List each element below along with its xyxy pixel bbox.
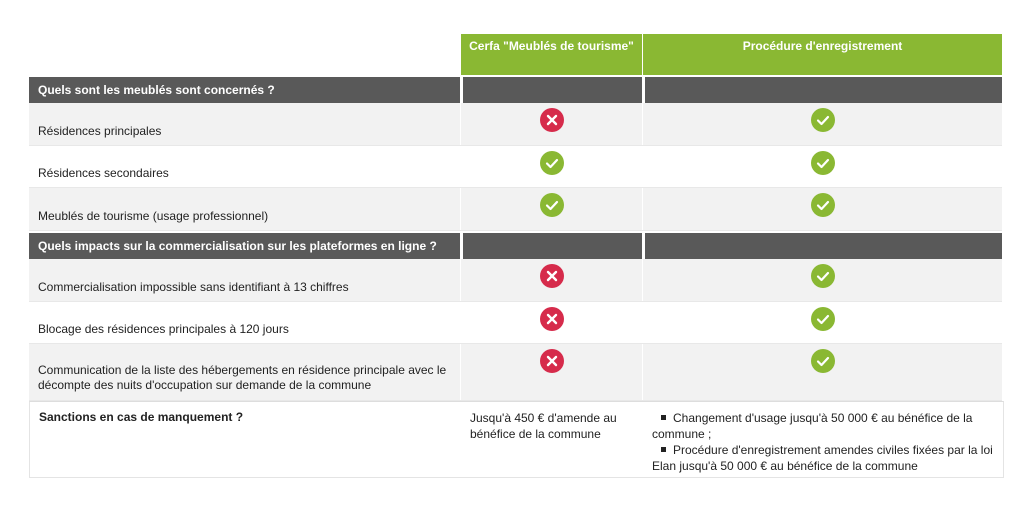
section-empty-cell [642,77,1002,103]
cross-icon [539,108,564,132]
check-icon [810,264,835,288]
cross-icon [539,307,564,331]
row-label: Résidences secondaires [38,166,169,180]
header-procedure: Procédure d'enregistrement [642,34,1002,75]
check-icon [810,307,835,331]
sanctions-row: Sanctions en cas de manquement ? Jusqu'à… [29,401,1004,478]
table-row: Résidences principales [29,103,1002,146]
check-icon [539,193,564,217]
table-row: Commercialisation impossible sans identi… [29,259,1002,302]
check-icon [810,108,835,132]
table-row: Communication de la liste des hébergemen… [29,344,1002,401]
section-empty-cell [460,233,642,259]
row-label: Résidences principales [38,124,162,138]
row-label: Commercialisation impossible sans identi… [38,280,349,294]
section-empty-cell [642,233,1002,259]
cross-icon [539,264,564,288]
cross-icon [539,349,564,373]
list-item: Changement d'usage jusqu'à 50 000 € au b… [652,411,973,441]
section-header-row: Quels sont les meublés sont concernés ? [29,75,1002,103]
section-empty-cell [460,77,642,103]
table-row: Blocage des résidences principales à 120… [29,302,1002,344]
list-item: Procédure d'enregistrement amendes civil… [652,443,993,473]
table-row: Résidences secondaires [29,146,1002,188]
check-icon [810,349,835,373]
bullet-icon [661,447,666,452]
check-icon [810,151,835,175]
sanctions-cerfa: Jusqu'à 450 € d'amende au bénéfice de la… [470,411,617,441]
comparison-table: Cerfa "Meublés de tourisme" Procédure d'… [29,34,1004,478]
table-row: Meublés de tourisme (usage professionnel… [29,188,1002,231]
sanctions-procedure: Changement d'usage jusqu'à 50 000 € au b… [643,402,1003,477]
header-cerfa: Cerfa "Meublés de tourisme" [460,34,642,75]
row-label: Communication de la liste des hébergemen… [38,363,447,392]
sanctions-label: Sanctions en cas de manquement ? [39,410,244,424]
header-empty-cell [29,34,460,75]
row-label: Blocage des résidences principales à 120… [38,322,289,336]
bullet-icon [661,415,666,420]
section-header-row: Quels impacts sur la commercialisation s… [29,231,1002,259]
section-title: Quels sont les meublés sont concernés ? [29,77,460,103]
section-title: Quels impacts sur la commercialisation s… [29,233,460,259]
table-header-row: Cerfa "Meublés de tourisme" Procédure d'… [29,34,1002,75]
row-label: Meublés de tourisme (usage professionnel… [38,209,269,223]
check-icon [539,151,564,175]
check-icon [810,193,835,217]
